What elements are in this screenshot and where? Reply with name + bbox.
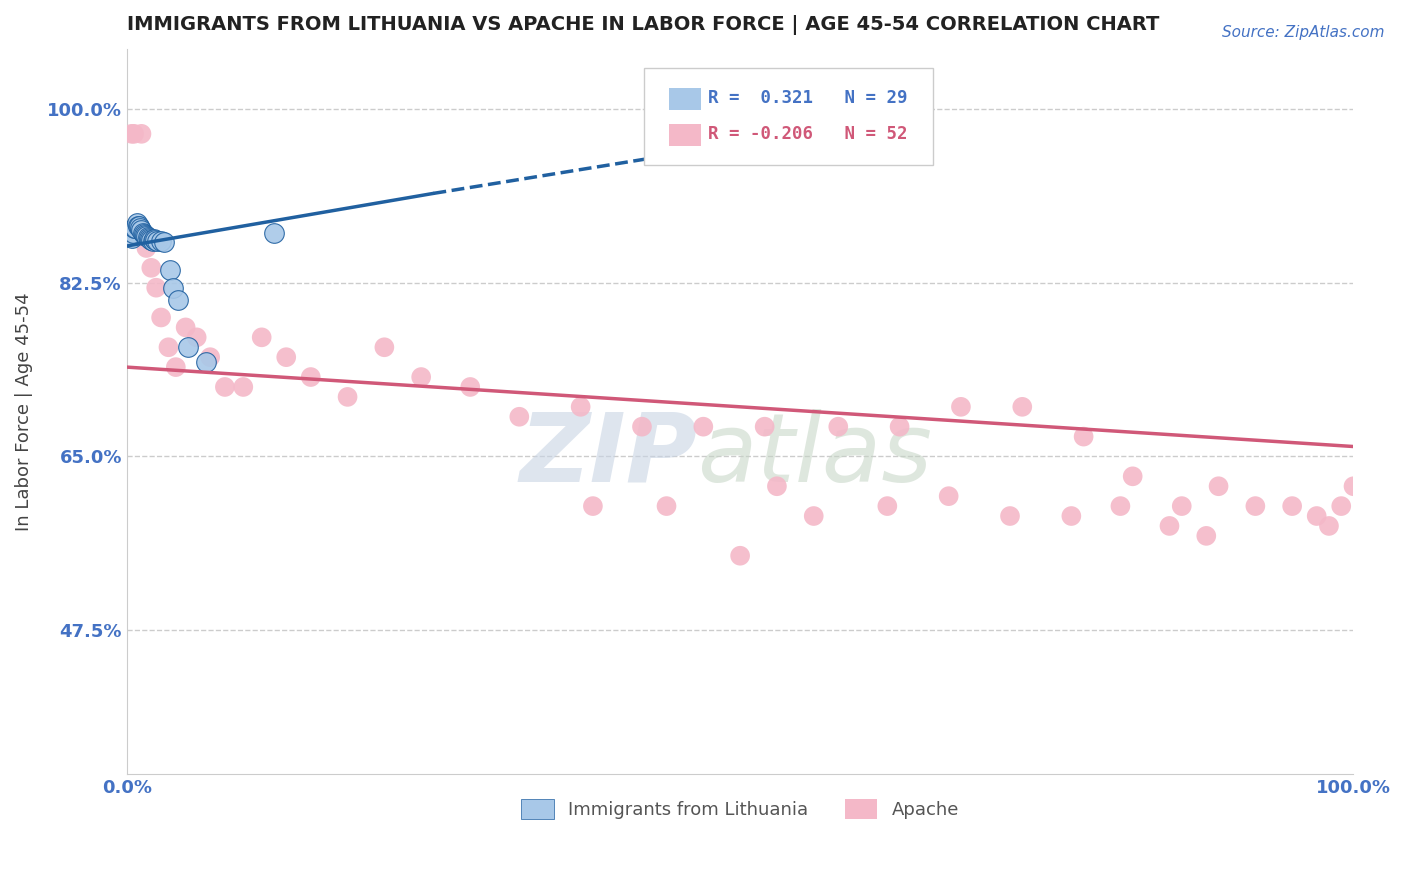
FancyBboxPatch shape: [644, 68, 932, 165]
Point: [174, 320, 197, 334]
Point: [508, 409, 530, 424]
Point: [152, 235, 174, 249]
Point: [141, 260, 163, 275]
Point: [232, 380, 254, 394]
Point: [132, 227, 155, 241]
Point: [631, 419, 654, 434]
Point: [150, 234, 173, 248]
Point: [1317, 519, 1340, 533]
Point: [1244, 499, 1267, 513]
Point: [157, 340, 180, 354]
Point: [803, 508, 825, 523]
Point: [167, 293, 190, 307]
FancyBboxPatch shape: [669, 124, 700, 145]
Legend: Immigrants from Lithuania, Apache: Immigrants from Lithuania, Apache: [515, 791, 966, 827]
Point: [1171, 499, 1194, 513]
Point: [150, 310, 173, 325]
Point: [135, 241, 157, 255]
Point: [127, 219, 149, 234]
Point: [145, 281, 167, 295]
Point: [121, 127, 143, 141]
Point: [949, 400, 972, 414]
Point: [129, 221, 152, 235]
Point: [125, 216, 148, 230]
Point: [141, 233, 163, 247]
Point: [146, 234, 169, 248]
Point: [214, 380, 236, 394]
Y-axis label: In Labor Force | Age 45-54: In Labor Force | Age 45-54: [15, 293, 32, 531]
Point: [128, 219, 150, 234]
Point: [276, 350, 298, 364]
Text: IMMIGRANTS FROM LITHUANIA VS APACHE IN LABOR FORCE | AGE 45-54 CORRELATION CHART: IMMIGRANTS FROM LITHUANIA VS APACHE IN L…: [127, 15, 1159, 35]
Point: [1208, 479, 1230, 493]
FancyBboxPatch shape: [669, 87, 700, 110]
Point: [250, 330, 273, 344]
Point: [889, 419, 911, 434]
Point: [143, 233, 166, 247]
Point: [135, 229, 157, 244]
Point: [876, 499, 898, 513]
Point: [142, 232, 165, 246]
Point: [1305, 508, 1327, 523]
Text: R =  0.321   N = 29: R = 0.321 N = 29: [709, 89, 908, 107]
Point: [1195, 529, 1218, 543]
Point: [299, 370, 322, 384]
Text: R = -0.206   N = 52: R = -0.206 N = 52: [709, 125, 908, 144]
Text: ZIP: ZIP: [519, 409, 697, 502]
Point: [162, 281, 184, 295]
Point: [766, 479, 789, 493]
Point: [141, 234, 163, 248]
Point: [136, 230, 159, 244]
Point: [138, 231, 160, 245]
Point: [1122, 469, 1144, 483]
Point: [1073, 429, 1095, 443]
Point: [131, 226, 153, 240]
Point: [195, 355, 218, 369]
Point: [1343, 479, 1365, 493]
Point: [569, 400, 592, 414]
Point: [165, 360, 187, 375]
Point: [692, 419, 714, 434]
Point: [655, 499, 678, 513]
Point: [938, 489, 960, 503]
Point: [131, 223, 153, 237]
Text: Source: ZipAtlas.com: Source: ZipAtlas.com: [1222, 25, 1385, 40]
Point: [177, 340, 200, 354]
Point: [827, 419, 849, 434]
Point: [411, 370, 433, 384]
Point: [159, 262, 181, 277]
Text: atlas: atlas: [697, 409, 932, 502]
Point: [728, 549, 751, 563]
Point: [139, 232, 162, 246]
Point: [124, 221, 146, 235]
Point: [122, 226, 145, 240]
Point: [198, 350, 221, 364]
Point: [131, 127, 153, 141]
Point: [122, 127, 145, 141]
Point: [186, 330, 208, 344]
Point: [998, 508, 1021, 523]
Point: [754, 419, 776, 434]
Point: [121, 231, 143, 245]
Point: [134, 228, 156, 243]
Point: [458, 380, 481, 394]
Point: [1281, 499, 1303, 513]
Point: [1330, 499, 1353, 513]
Point: [582, 499, 605, 513]
Point: [1011, 400, 1033, 414]
Point: [1159, 519, 1181, 533]
Point: [1060, 508, 1083, 523]
Point: [1109, 499, 1132, 513]
Point: [263, 226, 285, 240]
Point: [122, 221, 145, 235]
Point: [336, 390, 359, 404]
Point: [373, 340, 395, 354]
